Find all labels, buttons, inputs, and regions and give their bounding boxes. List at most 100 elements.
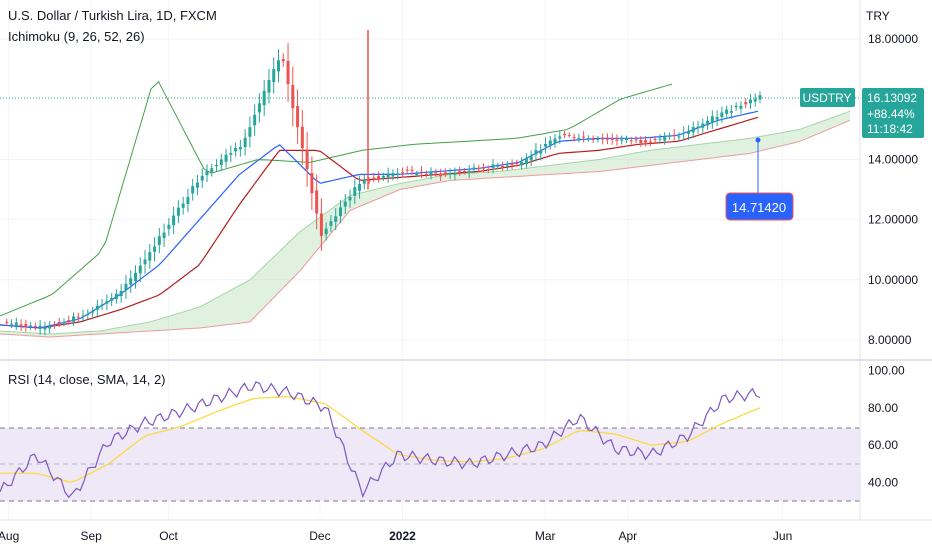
candle-body: [567, 134, 571, 136]
candle-body: [348, 196, 352, 201]
rsi-band: [0, 428, 860, 501]
rsi-pane[interactable]: [0, 381, 860, 502]
time-tick-label: 2022: [389, 529, 416, 543]
candle-body: [210, 168, 214, 172]
time-tick-label: Sep: [80, 529, 102, 543]
candle-body: [658, 138, 662, 140]
candle-body: [119, 290, 123, 297]
candle-body: [491, 164, 495, 168]
candle-body: [396, 173, 400, 175]
candle-body: [424, 174, 428, 176]
rsi-tick-label: 60.00: [868, 438, 898, 452]
candle-body: [434, 172, 438, 174]
candle-body: [319, 213, 323, 236]
time-tick-label: Aug: [0, 529, 19, 543]
candle-body: [625, 138, 629, 141]
candle-body: [238, 147, 242, 150]
price-badge: [862, 88, 924, 138]
time-tick-label: Jun: [773, 529, 792, 543]
candle-body: [48, 325, 52, 329]
price-axis[interactable]: TRY 8.00000 10.00000 12.00000 14.00000 18.00…: [859, 0, 918, 520]
ichimoku-legend[interactable]: Ichimoku (9, 26, 52, 26): [8, 29, 145, 44]
price-pane[interactable]: 14.71420: [0, 0, 860, 520]
candle-body: [148, 252, 152, 261]
candle-body: [310, 173, 314, 194]
time-ticks: Aug Sep Oct Dec 2022 Mar Apr Jun: [0, 529, 792, 543]
candle-body: [224, 154, 228, 162]
candlesticks: [5, 29, 762, 336]
candle-body: [682, 132, 686, 134]
candle-body: [114, 293, 118, 300]
candle-body: [367, 180, 371, 182]
candle-body: [19, 324, 23, 326]
candle-body: [105, 301, 109, 304]
candle-body: [505, 165, 509, 167]
candle-body: [57, 321, 61, 323]
candle-body: [558, 136, 562, 139]
candle-body: [286, 60, 290, 85]
candle-body: [534, 149, 538, 155]
candle-body: [753, 98, 757, 102]
candle-body: [267, 80, 271, 93]
candle-body: [605, 138, 609, 140]
ichimoku-cloud: [0, 110, 851, 338]
candle-body: [615, 139, 619, 141]
candle-body: [653, 138, 657, 140]
candle-body: [734, 105, 738, 108]
candle-body: [5, 321, 9, 323]
candle-body: [38, 325, 42, 330]
candle-body: [343, 201, 347, 207]
candle-body: [296, 106, 300, 128]
candle-body: [467, 170, 471, 173]
symbol-badge: [800, 88, 855, 107]
candle-body: [553, 138, 557, 144]
candle-body: [586, 138, 590, 140]
price-marker[interactable]: 14.71420: [725, 137, 794, 221]
candle-body: [191, 186, 195, 194]
candle-body: [100, 304, 104, 306]
candle-body: [110, 298, 114, 301]
marker-value: 14.71420: [732, 200, 786, 215]
candle-body: [634, 139, 638, 141]
candle-body: [458, 171, 462, 173]
candle-body: [338, 207, 342, 217]
candle-body: [601, 138, 605, 140]
candle-body: [315, 190, 319, 214]
candle-body: [486, 169, 490, 171]
candle-body: [758, 95, 762, 100]
candle-body: [358, 184, 362, 191]
rsi-tick-label: 100.00: [868, 363, 905, 377]
rsi-tick-label: 40.00: [868, 476, 898, 490]
candle-body: [162, 232, 166, 239]
rsi-legend[interactable]: RSI (14, close, SMA, 14, 2): [8, 372, 166, 387]
price-tick-label: 8.00000: [868, 333, 912, 347]
candle-body: [744, 102, 748, 105]
candle-body: [386, 173, 390, 178]
price-tick-label: 14.00000: [868, 152, 918, 166]
candle-body: [610, 138, 614, 140]
candle-body: [420, 171, 424, 173]
candle-body: [153, 246, 157, 252]
candle-body: [67, 320, 71, 322]
candle-body: [400, 172, 404, 174]
time-axis[interactable]: Aug Sep Oct Dec 2022 Mar Apr Jun: [0, 519, 932, 543]
candle-body: [257, 103, 261, 113]
candle-body: [572, 137, 576, 139]
candle-body: [529, 156, 533, 161]
candle-body: [524, 157, 528, 164]
candle-body: [200, 175, 204, 181]
candle-body: [729, 111, 733, 113]
candle-body: [477, 167, 481, 169]
candle-body: [453, 172, 457, 175]
candle-body: [72, 316, 76, 322]
candle-body: [300, 126, 304, 149]
chart-title[interactable]: U.S. Dollar / Turkish Lira, 1D, FXCM: [8, 8, 217, 23]
candle-body: [24, 324, 28, 328]
candle-body: [291, 84, 295, 109]
candle-body: [205, 171, 209, 176]
candle-body: [133, 272, 137, 282]
candle-body: [472, 167, 476, 170]
candle-body: [215, 164, 219, 167]
candle-body: [429, 171, 433, 175]
